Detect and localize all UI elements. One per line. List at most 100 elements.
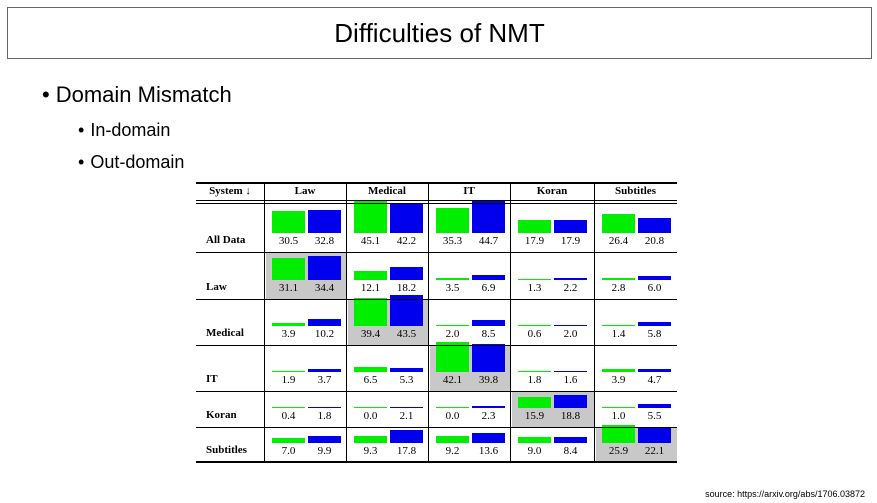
bar-green <box>272 257 305 280</box>
bar-green <box>518 279 551 280</box>
bar-green <box>354 436 387 443</box>
value-label: 7.0 <box>281 445 296 457</box>
value-label: 6.0 <box>647 282 662 294</box>
bar-blue <box>472 201 505 233</box>
table-bottom-rule <box>196 461 677 463</box>
value-label: 6.9 <box>481 282 496 294</box>
value-label: 3.9 <box>281 328 296 340</box>
value-label: 2.3 <box>481 410 496 422</box>
column-rule <box>346 182 347 462</box>
bar-blue <box>472 319 505 326</box>
value-label: 8.4 <box>563 445 578 457</box>
value-label: 4.7 <box>647 374 662 386</box>
column-header-medical: Medical <box>368 185 406 197</box>
bar-green <box>518 370 551 372</box>
value-label: 22.1 <box>644 445 665 457</box>
bar-green <box>272 370 305 372</box>
bar-green <box>436 324 469 326</box>
value-label: 44.7 <box>478 235 499 247</box>
header-rule <box>196 200 677 201</box>
bar-green <box>436 207 469 233</box>
source-citation: source: https://arxiv.org/abs/1706.03872 <box>705 489 865 499</box>
bar-blue <box>554 324 587 326</box>
value-label: 6.5 <box>363 374 378 386</box>
value-label: 42.1 <box>442 374 463 386</box>
value-label: 35.3 <box>442 235 463 247</box>
bar-blue <box>308 435 341 443</box>
bullet-text: Out-domain <box>90 152 185 172</box>
row-rule <box>196 345 677 346</box>
value-label: 18.2 <box>396 282 417 294</box>
bar-blue <box>472 433 505 443</box>
row-rule <box>196 299 677 300</box>
value-label: 15.9 <box>524 410 545 422</box>
value-label: 1.8 <box>527 374 542 386</box>
bar-green <box>602 278 635 280</box>
value-label: 34.4 <box>314 282 335 294</box>
row-label-medical: Medical <box>206 327 244 339</box>
value-label: 5.3 <box>399 374 414 386</box>
bar-green <box>602 214 635 233</box>
bar-green <box>436 342 469 372</box>
bar-green <box>354 201 387 233</box>
bar-blue <box>638 275 671 280</box>
value-label: 1.9 <box>281 374 296 386</box>
bullet-out-domain: • Out-domain <box>78 152 184 173</box>
value-label: 18.8 <box>560 410 581 422</box>
value-label: 39.8 <box>478 374 499 386</box>
column-header-law: Law <box>294 185 316 197</box>
bar-green <box>602 325 635 326</box>
bar-green <box>518 220 551 233</box>
bar-blue <box>390 203 423 233</box>
value-label: 17.9 <box>560 235 581 247</box>
bar-blue <box>308 406 341 408</box>
row-label-it: IT <box>206 373 218 385</box>
bar-green <box>272 407 305 408</box>
value-label: 31.1 <box>278 282 299 294</box>
value-label: 0.4 <box>281 410 296 422</box>
value-label: 26.4 <box>608 235 629 247</box>
header-rule-2 <box>196 203 677 204</box>
bullet-text: In-domain <box>90 120 171 140</box>
row-rule <box>196 427 677 428</box>
value-label: 5.8 <box>647 328 662 340</box>
bar-blue <box>472 343 505 372</box>
bar-green <box>518 436 551 443</box>
bar-blue <box>472 275 505 280</box>
value-label: 45.1 <box>360 235 381 247</box>
bar-blue <box>554 220 587 233</box>
value-label: 25.9 <box>608 445 629 457</box>
bar-blue <box>638 321 671 326</box>
value-label: 3.9 <box>611 374 626 386</box>
value-label: 2.1 <box>399 410 414 422</box>
bar-blue <box>308 255 341 280</box>
value-label: 1.8 <box>317 410 332 422</box>
value-label: 17.9 <box>524 235 545 247</box>
column-rule <box>594 182 595 462</box>
value-label: 1.0 <box>611 410 626 422</box>
bar-blue <box>308 318 341 326</box>
bar-blue <box>554 278 587 280</box>
value-label: 10.2 <box>314 328 335 340</box>
bullet-in-domain: • In-domain <box>78 120 170 141</box>
value-label: 2.2 <box>563 282 578 294</box>
row-rule <box>196 391 677 392</box>
bar-blue <box>308 209 341 233</box>
bar-blue <box>554 394 587 408</box>
column-header-subtitles: Subtitles <box>615 185 656 197</box>
value-label: 2.0 <box>563 328 578 340</box>
value-label: 30.5 <box>278 235 299 247</box>
value-label: 2.8 <box>611 282 626 294</box>
value-label: 13.6 <box>478 445 499 457</box>
bar-green <box>354 407 387 408</box>
bar-green <box>602 424 635 443</box>
bar-blue <box>554 370 587 372</box>
column-rule <box>264 182 265 462</box>
bullet-domain-mismatch: • Domain Mismatch <box>42 82 232 108</box>
bar-blue <box>390 406 423 408</box>
bar-green <box>272 438 305 443</box>
value-label: 43.5 <box>396 328 417 340</box>
row-rule <box>196 252 677 253</box>
bar-green <box>272 323 305 326</box>
header-system: System ↓ <box>209 185 251 197</box>
